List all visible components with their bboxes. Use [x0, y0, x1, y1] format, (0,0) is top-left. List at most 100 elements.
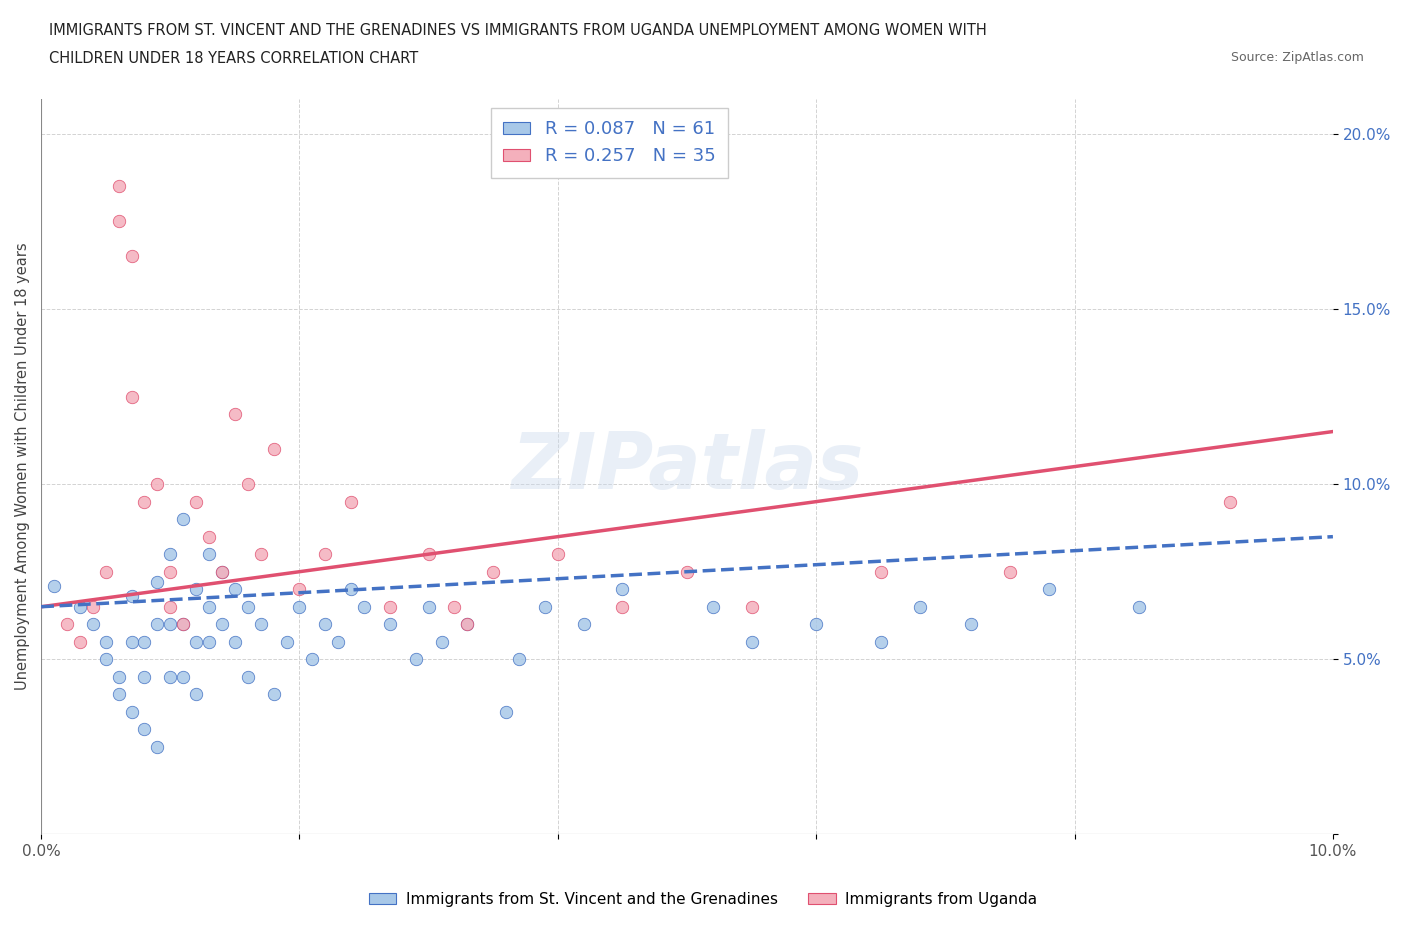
Point: [249, 617, 271, 631]
Point: [482, 565, 505, 579]
Point: [288, 599, 311, 614]
Point: [224, 582, 246, 597]
Point: [121, 389, 143, 404]
Point: [1128, 599, 1150, 614]
Point: [211, 565, 233, 579]
Point: [224, 634, 246, 649]
Point: [211, 617, 233, 631]
Point: [378, 599, 401, 614]
Point: [172, 670, 194, 684]
Text: IMMIGRANTS FROM ST. VINCENT AND THE GRENADINES VS IMMIGRANTS FROM UGANDA UNEMPLO: IMMIGRANTS FROM ST. VINCENT AND THE GREN…: [49, 23, 987, 38]
Point: [198, 599, 221, 614]
Point: [94, 565, 117, 579]
Legend: R = 0.087   N = 61, R = 0.257   N = 35: R = 0.087 N = 61, R = 0.257 N = 35: [491, 108, 728, 178]
Point: [121, 634, 143, 649]
Point: [172, 512, 194, 526]
Point: [107, 670, 129, 684]
Point: [134, 670, 156, 684]
Point: [69, 634, 91, 649]
Point: [82, 617, 104, 631]
Point: [998, 565, 1021, 579]
Point: [107, 687, 129, 702]
Point: [184, 634, 207, 649]
Point: [236, 599, 259, 614]
Point: [314, 617, 336, 631]
Point: [236, 670, 259, 684]
Text: ZIPatlas: ZIPatlas: [510, 429, 863, 505]
Point: [702, 599, 724, 614]
Point: [547, 547, 569, 562]
Point: [328, 634, 350, 649]
Point: [340, 494, 363, 509]
Point: [134, 634, 156, 649]
Point: [276, 634, 298, 649]
Point: [741, 599, 763, 614]
Point: [806, 617, 828, 631]
Point: [82, 599, 104, 614]
Point: [146, 575, 169, 590]
Point: [1038, 582, 1060, 597]
Point: [288, 582, 311, 597]
Point: [159, 617, 181, 631]
Point: [198, 547, 221, 562]
Point: [430, 634, 453, 649]
Point: [198, 529, 221, 544]
Point: [443, 599, 465, 614]
Point: [572, 617, 595, 631]
Point: [869, 565, 891, 579]
Point: [146, 617, 169, 631]
Point: [184, 687, 207, 702]
Point: [94, 634, 117, 649]
Legend: Immigrants from St. Vincent and the Grenadines, Immigrants from Uganda: Immigrants from St. Vincent and the Gren…: [363, 886, 1043, 913]
Point: [121, 704, 143, 719]
Point: [741, 634, 763, 649]
Point: [378, 617, 401, 631]
Point: [198, 634, 221, 649]
Point: [405, 652, 427, 667]
Point: [340, 582, 363, 597]
Point: [456, 617, 478, 631]
Point: [107, 179, 129, 193]
Point: [159, 547, 181, 562]
Point: [56, 617, 79, 631]
Point: [353, 599, 375, 614]
Point: [172, 617, 194, 631]
Point: [612, 599, 634, 614]
Y-axis label: Unemployment Among Women with Children Under 18 years: Unemployment Among Women with Children U…: [15, 243, 30, 690]
Point: [224, 406, 246, 421]
Point: [869, 634, 891, 649]
Point: [134, 494, 156, 509]
Point: [236, 477, 259, 492]
Point: [159, 670, 181, 684]
Point: [456, 617, 478, 631]
Point: [676, 565, 699, 579]
Point: [1219, 494, 1241, 509]
Point: [184, 494, 207, 509]
Point: [121, 589, 143, 604]
Text: Source: ZipAtlas.com: Source: ZipAtlas.com: [1230, 51, 1364, 64]
Point: [263, 687, 285, 702]
Point: [42, 578, 65, 593]
Point: [184, 582, 207, 597]
Point: [159, 599, 181, 614]
Point: [121, 249, 143, 264]
Point: [146, 739, 169, 754]
Point: [908, 599, 931, 614]
Point: [301, 652, 323, 667]
Point: [69, 599, 91, 614]
Point: [418, 599, 440, 614]
Point: [263, 442, 285, 457]
Point: [495, 704, 517, 719]
Point: [94, 652, 117, 667]
Point: [418, 547, 440, 562]
Point: [134, 722, 156, 737]
Point: [534, 599, 557, 614]
Point: [107, 214, 129, 229]
Text: CHILDREN UNDER 18 YEARS CORRELATION CHART: CHILDREN UNDER 18 YEARS CORRELATION CHAR…: [49, 51, 419, 66]
Point: [314, 547, 336, 562]
Point: [146, 477, 169, 492]
Point: [211, 565, 233, 579]
Point: [612, 582, 634, 597]
Point: [508, 652, 530, 667]
Point: [249, 547, 271, 562]
